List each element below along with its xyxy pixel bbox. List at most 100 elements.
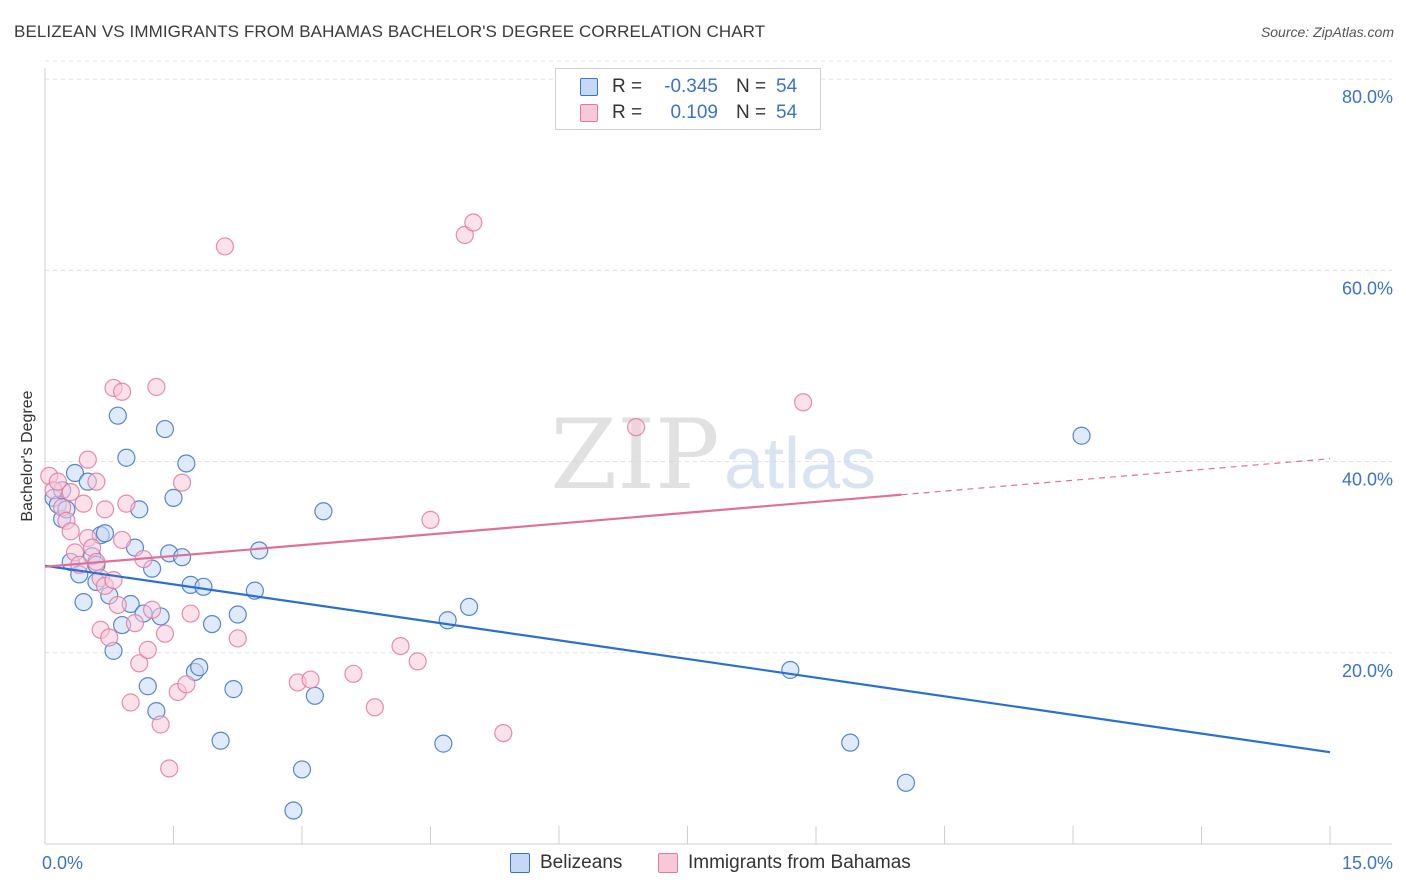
bahamas-point: [391, 636, 410, 656]
legend-row-belizeans: R = -0.345 N = 54: [580, 75, 797, 99]
bahamas-point: [421, 510, 440, 529]
legend-label-bahamas: Immigrants from Bahamas: [688, 852, 911, 873]
belizean-point: [250, 541, 269, 560]
legend-n-value: 54: [776, 76, 798, 97]
axes: [44, 68, 1392, 845]
legend-r-value: -0.345: [664, 76, 718, 97]
bahamas-point: [95, 500, 115, 519]
belizean-point: [177, 454, 196, 473]
watermark: ZIP atlas: [550, 399, 876, 511]
tick-labels: 20.0% 40.0% 60.0% 80.0% 0.0% 15.0%: [42, 87, 1393, 873]
bahamas-point: [100, 628, 119, 647]
legend-item-bahamas[interactable]: Immigrants from Bahamas: [658, 852, 911, 874]
bahamas-point: [177, 675, 196, 694]
watermark-atlas: atlas: [724, 424, 876, 504]
watermark-zip: ZIP: [550, 399, 719, 511]
bahamas-point: [48, 472, 67, 491]
x-tick-label: 0.0%: [42, 853, 83, 873]
bahamas-point: [455, 225, 474, 245]
trend-lines: [44, 458, 1331, 754]
belizean-point: [314, 502, 333, 521]
bahamas-trend-line: [44, 493, 902, 568]
bahamas-point: [112, 530, 132, 550]
belizean-point: [781, 660, 800, 680]
series-legend: Belizeans Immigrants from Bahamas: [0, 852, 1406, 876]
belizean-point: [117, 448, 136, 467]
legend-r-label: R =: [612, 76, 643, 97]
y-tick-label: 60.0%: [1342, 278, 1393, 298]
bahamas-point: [301, 670, 320, 689]
bahamas-point: [61, 483, 80, 502]
legend-swatch-blue: [580, 78, 598, 96]
legend-n-value: 54: [776, 102, 798, 123]
belizean-point: [65, 463, 85, 483]
legend-swatch-pink: [580, 104, 598, 122]
belizean-point: [224, 680, 243, 699]
bahamas-point: [78, 450, 97, 469]
belizean-point: [211, 731, 230, 750]
bahamas-point: [464, 213, 483, 232]
belizean-point: [434, 734, 453, 753]
belizean-point: [138, 677, 157, 696]
belizean-point: [74, 593, 93, 612]
y-tick-label: 40.0%: [1342, 470, 1393, 490]
bahamas-point: [494, 723, 513, 743]
bahamas-trend-line-extension: [901, 458, 1331, 496]
bahamas-point: [87, 472, 106, 491]
belizean-point: [305, 686, 324, 705]
belizean-point: [292, 760, 312, 779]
bahamas-point: [147, 377, 166, 397]
legend-n-label: N =: [736, 76, 767, 97]
bahamas-point: [138, 640, 157, 660]
y-tick-label: 20.0%: [1342, 661, 1393, 681]
correlation-legend: R = -0.345 N = 54 R = 0.109 N = 54: [555, 68, 821, 130]
chart-title: BELIZEAN VS IMMIGRANTS FROM BAHAMAS BACH…: [14, 22, 766, 41]
belizean-point: [155, 419, 175, 439]
bahamas-point: [74, 494, 93, 513]
legend-r-value: 0.109: [670, 102, 718, 123]
bahamas-point: [794, 393, 813, 412]
belizean-point: [172, 548, 192, 567]
bahamas-point: [408, 652, 427, 671]
belizean-point: [164, 488, 183, 507]
belizean-point: [896, 773, 916, 792]
belizean-trend-line: [44, 564, 1331, 754]
bahamas-point: [61, 522, 80, 541]
bahamas-point: [215, 237, 234, 256]
legend-swatch-blue: [510, 853, 530, 873]
bahamas-point: [181, 604, 200, 623]
belizean-point: [108, 406, 127, 425]
bahamas-point: [142, 600, 162, 619]
gridlines: [45, 60, 1392, 654]
bahamas-point: [130, 654, 149, 673]
legend-swatch-pink: [658, 853, 678, 873]
bahamas-point: [172, 473, 192, 492]
belizean-point: [841, 733, 860, 752]
bahamas-point: [228, 629, 247, 648]
bahamas-point: [117, 494, 136, 513]
bahamas-point: [121, 693, 140, 712]
source-label: Source: ZipAtlas.com: [1260, 24, 1394, 40]
legend-label-belizeans: Belizeans: [540, 852, 623, 873]
bahamas-point: [626, 418, 646, 437]
y-tick-label: 80.0%: [1342, 87, 1393, 107]
bahamas-point: [112, 382, 132, 401]
bahamas-point: [108, 595, 127, 615]
bahamas-point: [160, 759, 179, 778]
legend-item-belizeans[interactable]: Belizeans: [510, 852, 622, 874]
belizean-point: [1072, 426, 1091, 445]
bahamas-point: [365, 698, 384, 717]
data-points: [40, 213, 1091, 820]
belizean-point: [228, 605, 247, 624]
belizean-point: [95, 524, 115, 543]
legend-r-label: R =: [612, 102, 643, 123]
belizean-point: [202, 614, 222, 634]
bahamas-point: [151, 715, 170, 734]
belizean-point: [190, 658, 209, 677]
belizean-point: [438, 611, 457, 630]
belizean-point: [459, 597, 479, 616]
legend-n-label: N =: [736, 102, 767, 123]
x-tick-label: 15.0%: [1342, 853, 1393, 873]
bahamas-point: [125, 614, 145, 633]
